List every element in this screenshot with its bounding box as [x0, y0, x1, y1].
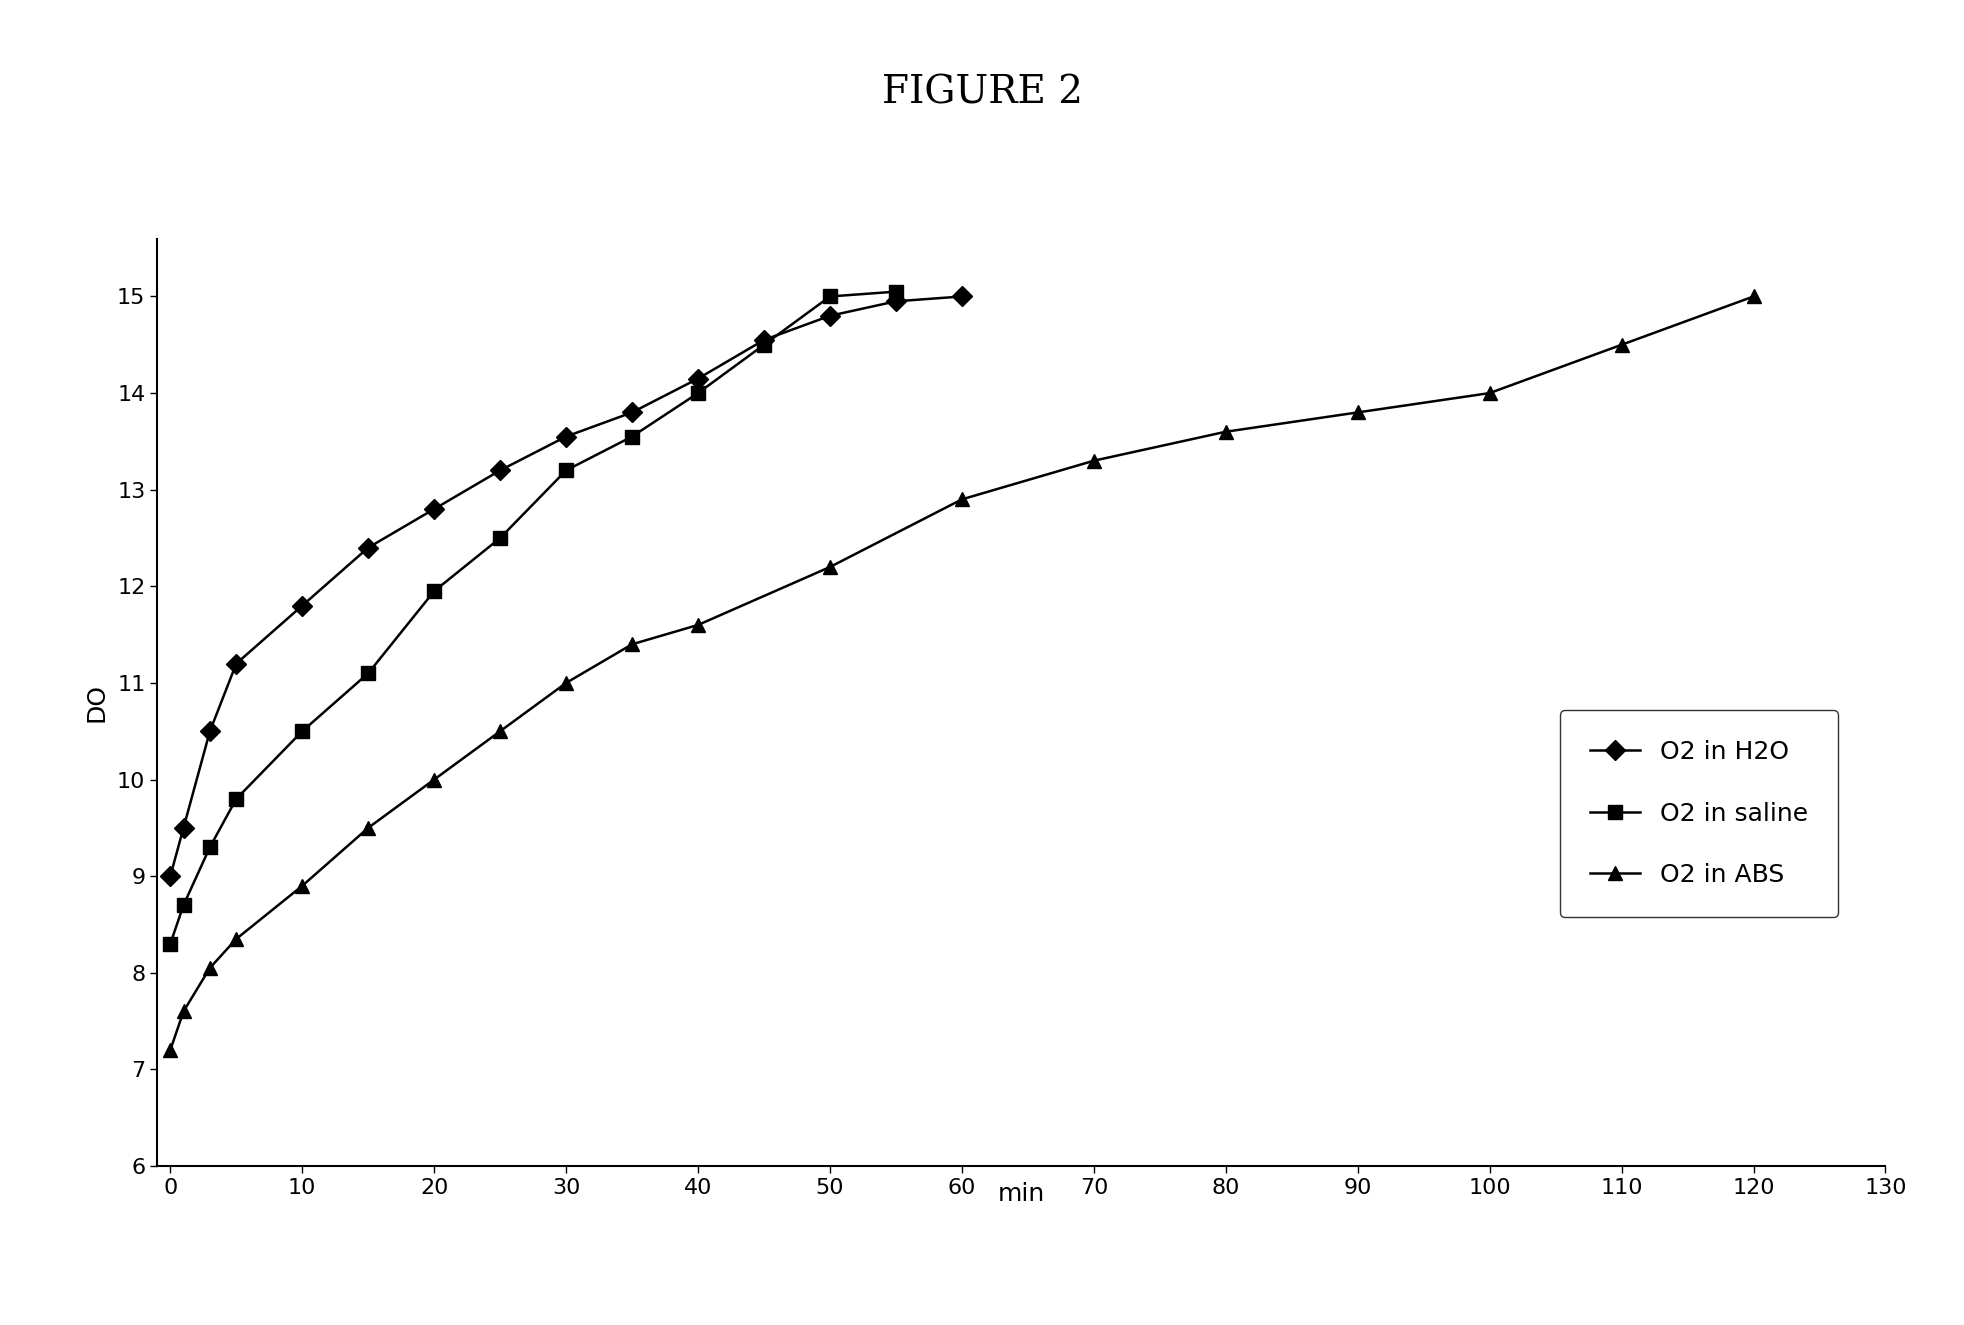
O2 in ABS	[554, 674, 577, 690]
O2 in H2O	[621, 404, 644, 420]
O2 in ABS	[1477, 386, 1500, 401]
O2 in H2O	[198, 723, 222, 739]
O2 in ABS	[1610, 337, 1634, 352]
O2 in saline	[685, 386, 709, 401]
O2 in saline	[819, 289, 843, 305]
O2 in ABS	[685, 617, 709, 633]
X-axis label: min: min	[998, 1182, 1045, 1206]
O2 in ABS	[819, 559, 843, 575]
O2 in ABS	[422, 771, 446, 787]
O2 in saline	[489, 530, 513, 546]
O2 in H2O	[224, 656, 247, 672]
Y-axis label: DO: DO	[84, 682, 108, 722]
O2 in H2O	[884, 293, 907, 309]
O2 in H2O	[752, 333, 776, 348]
O2 in H2O	[291, 598, 314, 613]
O2 in ABS	[224, 931, 247, 947]
O2 in saline	[171, 897, 194, 913]
O2 in ABS	[198, 961, 222, 977]
O2 in saline	[198, 839, 222, 855]
O2 in saline	[884, 284, 907, 299]
O2 in ABS	[159, 1041, 183, 1057]
O2 in saline	[159, 935, 183, 951]
O2 in H2O	[422, 501, 446, 517]
O2 in ABS	[171, 1003, 194, 1019]
Line: O2 in saline: O2 in saline	[163, 285, 903, 951]
O2 in saline	[752, 337, 776, 352]
O2 in H2O	[951, 289, 974, 305]
O2 in saline	[355, 665, 379, 681]
O2 in ABS	[621, 636, 644, 652]
O2 in H2O	[171, 820, 194, 836]
O2 in saline	[554, 462, 577, 478]
O2 in saline	[621, 428, 644, 444]
O2 in H2O	[685, 371, 709, 387]
O2 in ABS	[355, 820, 379, 836]
O2 in H2O	[819, 307, 843, 323]
O2 in ABS	[1214, 424, 1237, 440]
O2 in ABS	[1345, 404, 1369, 420]
O2 in saline	[291, 723, 314, 739]
O2 in saline	[422, 583, 446, 599]
Text: FIGURE 2: FIGURE 2	[882, 74, 1082, 111]
Line: O2 in H2O: O2 in H2O	[163, 290, 968, 882]
O2 in ABS	[291, 878, 314, 894]
O2 in ABS	[489, 723, 513, 739]
Line: O2 in ABS: O2 in ABS	[163, 290, 1760, 1057]
O2 in H2O	[159, 868, 183, 884]
O2 in ABS	[951, 492, 974, 507]
O2 in H2O	[554, 428, 577, 444]
O2 in ABS	[1742, 289, 1766, 305]
O2 in H2O	[489, 462, 513, 478]
O2 in H2O	[355, 539, 379, 555]
O2 in saline	[224, 791, 247, 807]
Legend: O2 in H2O, O2 in saline, O2 in ABS: O2 in H2O, O2 in saline, O2 in ABS	[1559, 710, 1838, 917]
O2 in ABS	[1082, 453, 1106, 469]
